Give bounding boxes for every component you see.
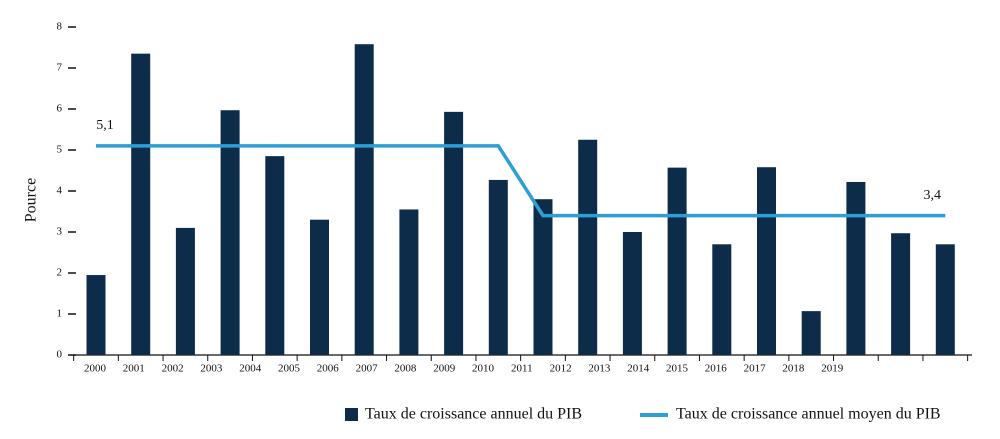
bar xyxy=(533,199,553,355)
x-tick-label: 2012 xyxy=(550,363,572,375)
line xyxy=(96,144,946,218)
x-tick-label: 2018 xyxy=(782,363,805,375)
y-tick-label: 2 xyxy=(57,267,63,279)
y-tick-label: 5 xyxy=(57,144,63,156)
bar xyxy=(801,311,821,355)
bar xyxy=(310,219,329,355)
x-tick-label: 2013 xyxy=(588,363,611,375)
x-tick-label: 2006 xyxy=(317,363,340,375)
y-axis-label: Pource xyxy=(23,178,40,222)
x-tick-label: 2017 xyxy=(744,363,767,375)
bar xyxy=(757,167,776,355)
annotation: 3,4 xyxy=(924,188,942,203)
legend-label: Taux de croissance annuel du PIB xyxy=(365,406,582,423)
bar xyxy=(86,275,106,355)
legend-label: Taux de croissance annuel moyen du PIB xyxy=(676,406,941,423)
bar xyxy=(667,167,687,355)
bar xyxy=(622,232,642,355)
bar xyxy=(578,139,598,355)
y-tick-label: 7 xyxy=(57,62,63,74)
bar xyxy=(220,110,240,355)
x-tick-label: 2001 xyxy=(123,363,145,375)
y-tick-label: 0 xyxy=(57,349,63,361)
x-tick-label: 2000 xyxy=(84,363,107,375)
bar xyxy=(265,156,285,355)
x-tick-label: 2019 xyxy=(821,363,844,375)
y-tick-label: 1 xyxy=(57,308,63,320)
x-tick-label: 2003 xyxy=(200,363,223,375)
y-tick-label: 8 xyxy=(57,21,63,33)
y-tick-label: 6 xyxy=(57,103,63,115)
x-tick-label: 2002 xyxy=(162,363,184,375)
bar xyxy=(712,244,732,355)
y-tick-label: 4 xyxy=(57,185,63,197)
x-tick-label: 2007 xyxy=(356,363,379,375)
x-tick-label: 2005 xyxy=(278,363,301,375)
x-tick-label: 2014 xyxy=(627,363,650,375)
y-tick-label: 3 xyxy=(57,226,63,238)
x-tick-label: 2008 xyxy=(394,363,417,375)
bar xyxy=(399,209,419,355)
bar xyxy=(935,244,955,355)
bar xyxy=(175,227,195,355)
x-tick-label: 2010 xyxy=(472,363,495,375)
x-tick-label: 2004 xyxy=(239,363,262,375)
legend-swatch xyxy=(345,408,358,421)
bar xyxy=(846,181,866,355)
x-tick-label: 2015 xyxy=(666,363,689,375)
bar xyxy=(131,53,151,356)
x-tick-label: 2016 xyxy=(705,363,728,375)
x-tick-label: 2009 xyxy=(433,363,456,375)
annotation: 5,1 xyxy=(96,118,114,133)
x-tick-label: 2011 xyxy=(511,363,533,375)
bar xyxy=(444,111,464,356)
bar xyxy=(488,179,508,355)
bar xyxy=(354,44,374,355)
bar xyxy=(891,233,911,355)
